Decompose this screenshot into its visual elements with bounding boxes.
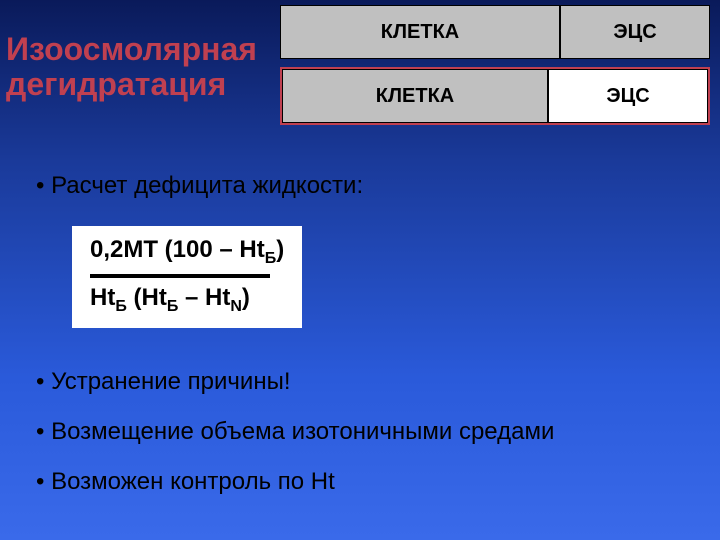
fraction-bar <box>90 274 270 278</box>
diagram-row-1: КЛЕТКА ЭЦС <box>280 5 710 59</box>
bullet-2: • Устранение причины! <box>36 368 554 396</box>
den-p1: Ht <box>90 284 115 311</box>
bullet-4: • Возможен контроль по Ht <box>36 468 554 496</box>
cell-box-2: КЛЕТКА <box>282 69 548 123</box>
slide-title: Изоосмолярная дегидратация <box>6 32 257 102</box>
formula-denominator: HtБ (HtБ – HtN) <box>90 284 284 316</box>
title-line-2: дегидратация <box>6 66 226 102</box>
den-s2: Б <box>167 298 179 315</box>
num-prefix: 0,2МТ (100 – Ht <box>90 236 265 263</box>
ecs-box-2: ЭЦС <box>548 69 708 123</box>
title-line-1: Изоосмолярная <box>6 31 257 67</box>
den-p3: – Ht <box>178 284 230 311</box>
compartment-diagram: КЛЕТКА ЭЦС КЛЕТКА ЭЦС <box>280 5 710 133</box>
bullet-list: • Расчет дефицита жидкости: • Устранение… <box>36 172 554 506</box>
num-sub: Б <box>265 250 277 267</box>
bullet-1: • Расчет дефицита жидкости: <box>36 172 554 200</box>
den-p4: ) <box>242 284 250 311</box>
deficit-formula: 0,2МТ (100 – HtБ) HtБ (HtБ – HtN) <box>72 226 302 328</box>
den-s3: N <box>230 298 242 315</box>
diagram-row-2: КЛЕТКА ЭЦС <box>280 67 710 125</box>
den-p2: (Ht <box>127 284 167 311</box>
ecs-box-1: ЭЦС <box>560 5 710 59</box>
bullet-3: • Возмещение объема изотоничными средами <box>36 418 554 446</box>
cell-box-1: КЛЕТКА <box>280 5 560 59</box>
num-suffix: ) <box>276 236 284 263</box>
den-s1: Б <box>115 298 127 315</box>
formula-numerator: 0,2МТ (100 – HtБ) <box>90 236 284 268</box>
